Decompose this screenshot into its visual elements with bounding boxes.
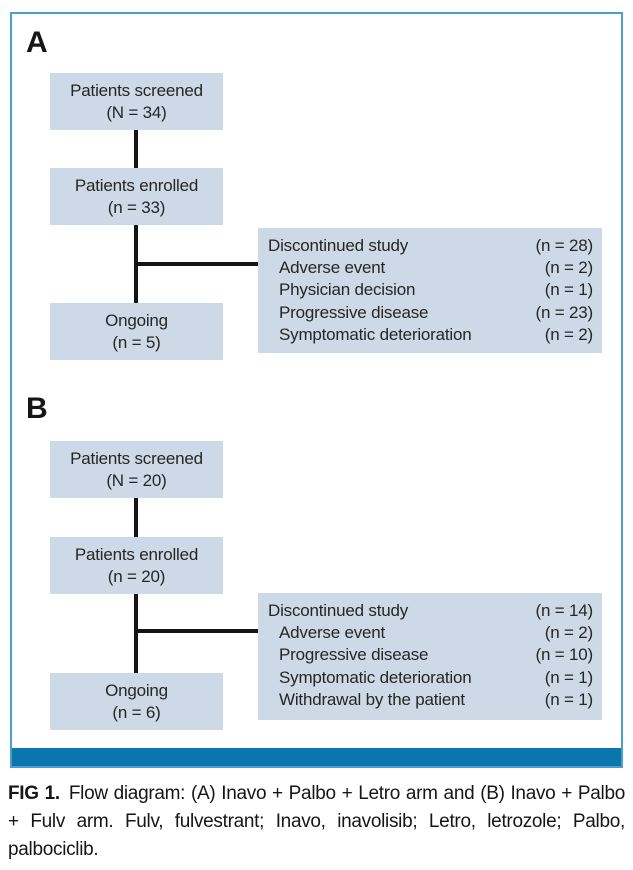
discontinued-row: Symptomatic deterioration (n = 1) xyxy=(268,667,593,689)
discontinued-row: Progressive disease (n = 10) xyxy=(268,644,593,666)
box-line: Patients enrolled xyxy=(74,544,199,564)
discontinued-count: (n = 2) xyxy=(544,258,593,278)
discontinued-title-row: Discontinued study (n = 14) xyxy=(268,600,593,622)
box-line: Patients screened xyxy=(70,80,203,100)
discontinued-title-row: Discontinued study (n = 28) xyxy=(268,235,593,257)
box-line: Patients screened xyxy=(70,448,203,468)
box-patients-enrolled-a: Patients enrolled (n = 33) xyxy=(50,168,223,225)
discontinued-row: Adverse event (n = 2) xyxy=(268,622,593,644)
discontinued-reason: Withdrawal by the patient xyxy=(279,689,465,709)
box-discontinued-b: Discontinued study (n = 14) Adverse even… xyxy=(258,593,602,720)
discontinued-row: Progressive disease (n = 23) xyxy=(268,302,593,324)
discontinued-count: (n = 1) xyxy=(544,689,593,709)
figure-caption-label: FIG 1. xyxy=(8,783,60,804)
connector-line xyxy=(134,498,138,537)
connector-line xyxy=(136,262,260,266)
discontinued-row: Physician decision (n = 1) xyxy=(268,279,593,301)
footer-bar xyxy=(12,748,621,766)
box-line: Patients enrolled xyxy=(74,175,199,195)
panel-b-label: B xyxy=(26,392,49,425)
box-line: (N = 34) xyxy=(106,102,167,122)
figure-caption-text: Flow diagram: (A) Inavo + Palbo + Letro … xyxy=(8,783,625,860)
figure-caption: FIG 1. Flow diagram: (A) Inavo + Palbo + … xyxy=(8,780,625,864)
box-ongoing-b: Ongoing (n = 6) xyxy=(50,673,223,730)
box-patients-screened-a: Patients screened (N = 34) xyxy=(50,73,223,130)
discontinued-count: (n = 23) xyxy=(535,302,594,322)
discontinued-reason: Physician decision xyxy=(279,280,416,300)
discontinued-count: (n = 28) xyxy=(535,236,594,255)
panel-a-label: A xyxy=(26,26,49,59)
discontinued-count: (n = 2) xyxy=(544,623,593,643)
box-line: Ongoing xyxy=(105,310,168,330)
discontinued-row: Withdrawal by the patient (n = 1) xyxy=(268,689,593,711)
discontinued-reason: Symptomatic deterioration xyxy=(279,667,472,687)
discontinued-row: Adverse event (n = 2) xyxy=(268,257,593,279)
connector-line xyxy=(134,594,138,673)
discontinued-reason: Adverse event xyxy=(279,258,386,278)
connector-line xyxy=(134,130,138,168)
discontinued-reason: Progressive disease xyxy=(279,302,429,322)
box-line: (n = 6) xyxy=(112,702,161,722)
box-discontinued-a: Discontinued study (n = 28) Adverse even… xyxy=(258,228,602,353)
discontinued-reason: Symptomatic deterioration xyxy=(279,324,472,344)
discontinued-count: (n = 1) xyxy=(544,280,593,300)
box-line: Ongoing xyxy=(105,680,168,700)
box-line: (N = 20) xyxy=(106,470,167,490)
discontinued-count: (n = 1) xyxy=(544,667,593,687)
discontinued-row: Symptomatic deterioration (n = 2) xyxy=(268,324,593,346)
discontinued-count: (n = 14) xyxy=(535,601,594,620)
connector-line xyxy=(136,629,260,633)
box-patients-enrolled-b: Patients enrolled (n = 20) xyxy=(50,537,223,594)
discontinued-title: Discontinued study xyxy=(268,601,409,620)
box-line: (n = 20) xyxy=(107,566,166,586)
discontinued-reason: Adverse event xyxy=(279,623,386,643)
discontinued-reason: Progressive disease xyxy=(279,645,429,665)
discontinued-title: Discontinued study xyxy=(268,236,409,255)
discontinued-count: (n = 10) xyxy=(535,645,594,665)
box-patients-screened-b: Patients screened (N = 20) xyxy=(50,441,223,498)
discontinued-count: (n = 2) xyxy=(544,324,593,344)
box-ongoing-a: Ongoing (n = 5) xyxy=(50,303,223,360)
box-line: (n = 33) xyxy=(107,197,166,217)
box-line: (n = 5) xyxy=(112,332,161,352)
